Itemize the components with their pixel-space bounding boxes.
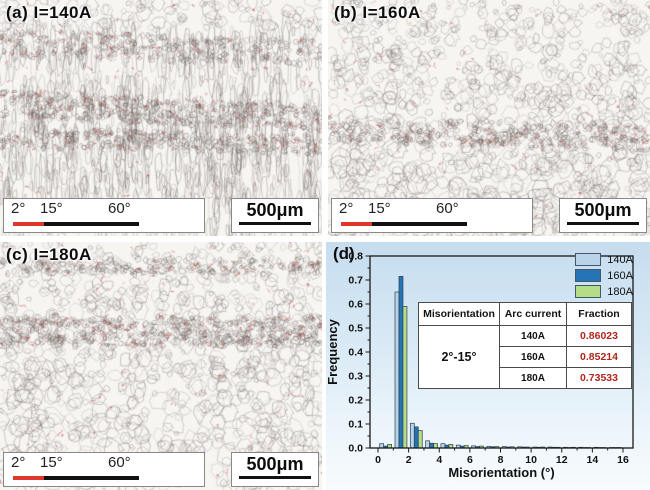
svg-text:8: 8 [498, 454, 504, 466]
high-angle-segment [44, 222, 139, 226]
table-cell-current-140A: 140A [500, 326, 566, 346]
ebsd-micrograph-160A [328, 0, 650, 236]
svg-text:12: 12 [556, 454, 568, 466]
panel-label-d: (d) [333, 244, 355, 263]
scalebar-line [239, 476, 311, 479]
scalebar-line [239, 222, 311, 225]
svg-text:0.1: 0.1 [348, 419, 363, 431]
legend-swatch-160A [575, 269, 602, 282]
svg-text:0.7: 0.7 [348, 275, 363, 287]
chart-legend: 140A 160A 180A [575, 253, 633, 298]
svg-text:Misorientation (°): Misorientation (°) [448, 465, 554, 480]
svg-text:4: 4 [436, 454, 442, 466]
angle-label-2deg: 2° [11, 200, 26, 217]
svg-text:6: 6 [467, 454, 473, 466]
angle-label-15deg: 15° [40, 454, 63, 471]
misorientation-angle-legend: 2° 15° 60° [3, 452, 205, 487]
scalebar-500um: 500μm [559, 198, 647, 233]
scalebar-label: 500μm [574, 200, 632, 220]
low-angle-segment [13, 476, 44, 480]
svg-text:2: 2 [406, 454, 412, 466]
svg-text:0.8: 0.8 [348, 251, 363, 263]
high-angle-segment [44, 476, 139, 480]
svg-text:0.5: 0.5 [348, 323, 363, 335]
svg-text:14: 14 [587, 454, 599, 466]
legend-swatch-180A [575, 285, 602, 298]
misorientation-angle-legend: 2° 15° 60° [331, 198, 533, 233]
legend-swatch-140A [575, 253, 602, 266]
table-header-fraction: Fraction [567, 303, 631, 325]
angle-label-15deg: 15° [40, 200, 63, 217]
legend-label-140A: 140A [607, 253, 633, 266]
fraction-inset-table: Misorientation Arc current Fraction 2°-1… [418, 302, 632, 389]
angle-colorbar [13, 476, 139, 480]
table-cell-current-180A: 180A [500, 368, 566, 388]
table-cell-fraction-140A: 0.86023 [567, 326, 631, 346]
legend-label-180A: 180A [607, 285, 633, 298]
svg-text:0.4: 0.4 [348, 347, 363, 359]
scalebar-label: 500μm [246, 200, 304, 220]
ebsd-micrograph-140A [0, 0, 322, 236]
angle-label-60deg: 60° [108, 200, 131, 217]
low-angle-segment [13, 222, 44, 226]
angle-label-15deg: 15° [368, 200, 391, 217]
misorientation-histogram: 0 2 4 6 8 10 12 14 16 0.0 0.1 0.2 0.3 0.4 0.5 0.6 0.7 0.8… [326, 251, 634, 480]
angle-label-60deg: 60° [108, 454, 131, 471]
svg-text:0.0: 0.0 [348, 443, 363, 455]
svg-text:Frequency: Frequency [326, 318, 340, 385]
scalebar-label: 500μm [246, 454, 304, 474]
svg-text:0.3: 0.3 [348, 371, 363, 383]
table-cell-misorientation-range: 2°-15° [419, 326, 499, 388]
table-cell-fraction-160A: 0.85214 [567, 347, 631, 367]
table-cell-fraction-180A: 0.73533 [567, 368, 631, 388]
ebsd-micrograph-180A [0, 242, 322, 490]
panel-label-a: (a) I=140A [6, 3, 92, 22]
low-angle-segment [341, 222, 372, 226]
panel-label-c: (c) I=180A [6, 245, 92, 264]
misorientation-angle-legend: 2° 15° 60° [3, 198, 205, 233]
legend-item-160A: 160A [575, 269, 633, 282]
svg-text:10: 10 [525, 454, 537, 466]
high-angle-segment [372, 222, 467, 226]
table-cell-current-160A: 160A [500, 347, 566, 367]
scalebar-500um: 500μm [231, 198, 319, 233]
angle-label-2deg: 2° [339, 200, 354, 217]
angle-colorbar [341, 222, 467, 226]
angle-label-60deg: 60° [436, 200, 459, 217]
legend-item-180A: 180A [575, 285, 633, 298]
table-header-arc-current: Arc current [500, 303, 566, 325]
panel-d-histogram: 0 2 4 6 8 10 12 14 16 0.0 0.1 0.2 0.3 0.4 0.5 0.6 0.7 0.8… [326, 242, 650, 490]
svg-text:0.6: 0.6 [348, 299, 363, 311]
legend-label-160A: 160A [607, 269, 633, 282]
table-header-misorientation: Misorientation [419, 303, 499, 325]
panel-label-b: (b) I=160A [334, 3, 421, 22]
scalebar-line [567, 222, 639, 225]
scalebar-500um: 500μm [231, 452, 319, 487]
legend-item-140A: 140A [575, 253, 633, 266]
svg-text:0.2: 0.2 [348, 395, 363, 407]
svg-text:0: 0 [375, 454, 381, 466]
svg-text:16: 16 [617, 454, 629, 466]
panel-c-micrograph-180A: (c) I=180A 2° 15° 60° 500μm [0, 242, 322, 490]
angle-label-2deg: 2° [11, 454, 26, 471]
angle-colorbar [13, 222, 139, 226]
panel-b-micrograph-160A: (b) I=160A 2° 15° 60° 500μm [328, 0, 650, 236]
panel-a-micrograph-140A: (a) I=140A 2° 15° 60° 500μm [0, 0, 322, 236]
